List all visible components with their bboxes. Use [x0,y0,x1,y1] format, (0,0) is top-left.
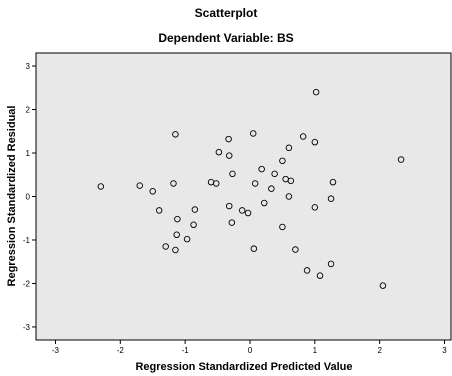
data-point [303,267,311,274]
data-point [225,135,232,143]
data-point [312,88,320,96]
data-point [215,148,223,156]
data-point [299,133,307,140]
data-point [228,219,236,226]
data-point [329,178,337,186]
chart-title: Scatterplot [194,6,258,20]
y-tick-label: -1 [23,236,31,245]
data-point [190,221,197,229]
data-point [136,182,143,189]
data-point [238,207,246,214]
x-axis-label: Regression Standardized Predicted Value [135,361,353,373]
chart-subtitle: Dependent Variable: BS [158,31,294,45]
y-axis-label: Regression Standardized Residual [6,105,18,287]
data-point [327,260,335,268]
data-point [172,246,179,254]
data-point [229,170,236,178]
data-point [162,243,169,250]
data-point [261,199,268,207]
data-point [397,156,405,163]
data-point [149,188,156,195]
data-point [173,231,180,239]
y-tick-label: -3 [23,323,31,332]
data-point [225,202,233,210]
data-point [379,282,387,289]
y-tick-label: 0 [26,193,31,202]
x-tick-label: 3 [442,346,447,355]
data-point [258,165,265,173]
x-tick-label: 0 [248,346,253,355]
y-tick-label: 1 [26,149,31,158]
data-point [213,180,220,187]
data-point [279,223,286,231]
x-tick-label: -1 [182,346,190,355]
data-point [287,177,295,185]
data-point [250,245,258,252]
data-point [170,180,177,187]
y-axis-ticks: -3 -2 -1 0 1 2 3 [23,62,36,332]
data-point [172,131,179,138]
data-point [191,206,199,213]
data-point [292,246,299,253]
data-point [311,138,319,146]
plot-area [35,52,452,341]
data-point [316,272,324,279]
data-point [311,204,319,211]
data-point [97,183,105,190]
x-tick-label: 2 [377,346,382,355]
data-point [271,170,278,178]
data-point [285,193,293,200]
data-point [279,157,286,165]
y-tick-label: 2 [26,106,31,115]
x-axis-ticks: -3 -2 -1 0 1 2 3 [52,340,447,355]
y-tick-label: 3 [26,62,31,71]
x-tick-label: -2 [117,346,125,355]
data-point [183,235,191,243]
data-point [249,130,257,137]
data-point [225,152,233,159]
data-points [97,88,405,289]
data-point [155,207,163,214]
data-point [251,180,259,187]
y-tick-label: -2 [23,279,31,288]
x-tick-label: -3 [52,346,60,355]
data-point [327,195,335,202]
x-tick-label: 1 [313,346,318,355]
data-point [174,215,181,223]
data-point [268,185,275,192]
data-point [244,209,252,217]
data-point [285,144,293,152]
